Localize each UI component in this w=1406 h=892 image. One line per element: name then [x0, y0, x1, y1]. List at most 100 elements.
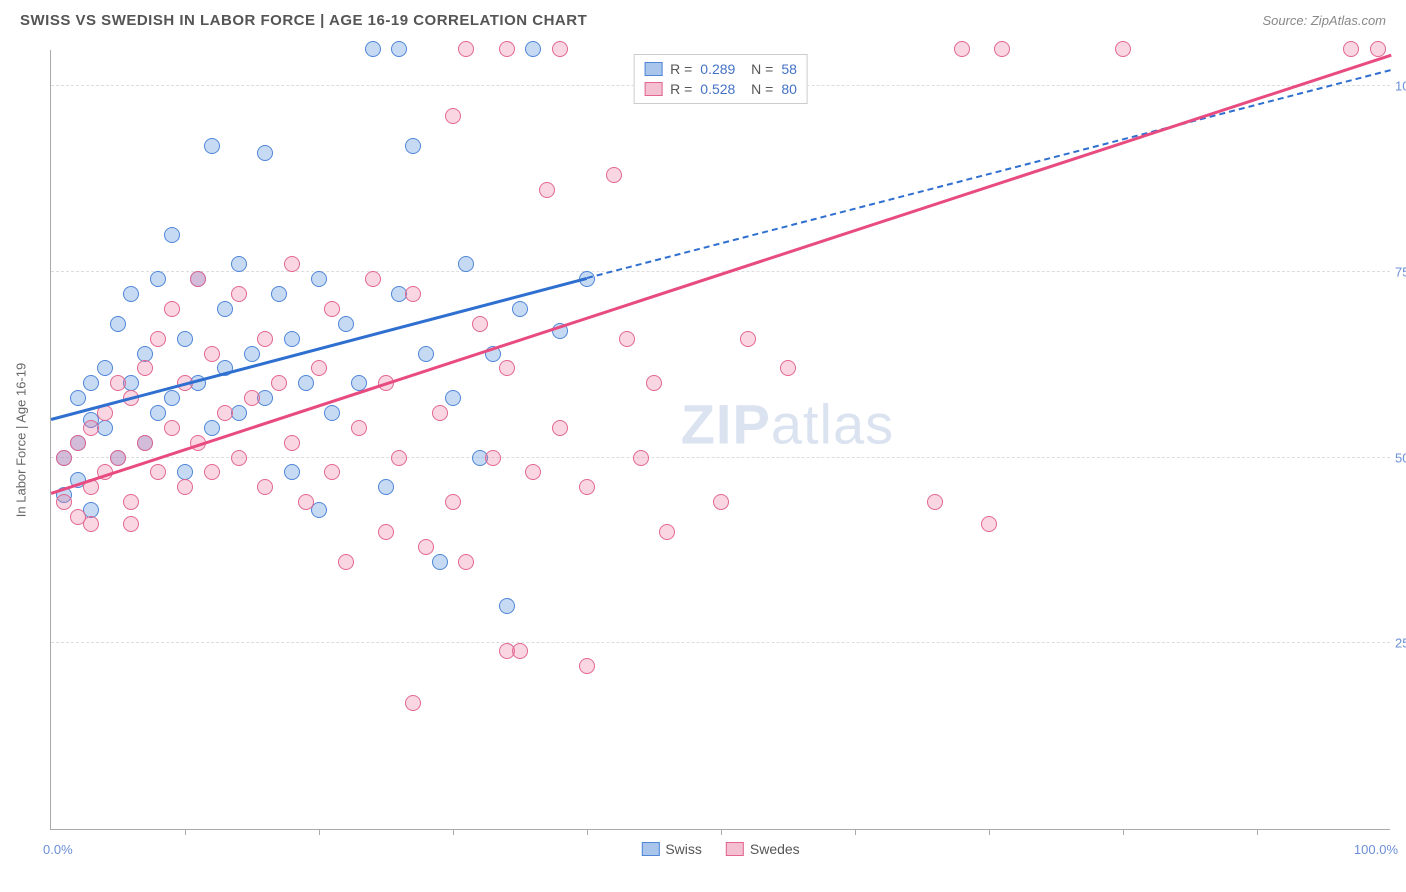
trend-line	[51, 54, 1392, 495]
scatter-point	[391, 450, 407, 466]
watermark: ZIPatlas	[681, 391, 894, 456]
scatter-point	[552, 420, 568, 436]
scatter-point	[324, 405, 340, 421]
scatter-point	[204, 420, 220, 436]
legend-row: R = 0.289 N = 58	[644, 59, 797, 79]
scatter-point	[217, 405, 233, 421]
legend-r-label: R =	[670, 61, 692, 77]
x-tick	[587, 829, 588, 835]
scatter-point	[231, 286, 247, 302]
y-tick-label: 50.0%	[1395, 450, 1406, 465]
scatter-point	[351, 420, 367, 436]
scatter-point	[150, 464, 166, 480]
source-label: Source: ZipAtlas.com	[1262, 13, 1386, 28]
scatter-point	[271, 375, 287, 391]
scatter-point	[164, 390, 180, 406]
scatter-point	[110, 450, 126, 466]
legend-label: Swiss	[665, 841, 702, 857]
legend-n-label: N =	[743, 61, 773, 77]
scatter-point	[458, 554, 474, 570]
scatter-point	[405, 286, 421, 302]
x-tick	[855, 829, 856, 835]
scatter-point	[1115, 41, 1131, 57]
scatter-point	[981, 516, 997, 532]
scatter-point	[458, 256, 474, 272]
scatter-point	[204, 346, 220, 362]
legend-label: Swedes	[750, 841, 800, 857]
scatter-point	[284, 256, 300, 272]
scatter-point	[123, 516, 139, 532]
scatter-point	[485, 450, 501, 466]
scatter-point	[445, 108, 461, 124]
scatter-point	[257, 479, 273, 495]
scatter-point	[552, 41, 568, 57]
scatter-point	[994, 41, 1010, 57]
series-legend: Swiss Swedes	[641, 841, 799, 857]
scatter-point	[56, 450, 72, 466]
scatter-point	[512, 301, 528, 317]
scatter-point	[83, 516, 99, 532]
scatter-point	[298, 375, 314, 391]
chart-plot-area: In Labor Force | Age 16-19 ZIPatlas 0.0%…	[50, 50, 1390, 830]
scatter-point	[418, 346, 434, 362]
scatter-point	[284, 464, 300, 480]
scatter-point	[499, 598, 515, 614]
scatter-point	[284, 331, 300, 347]
legend-swatch	[726, 842, 744, 856]
scatter-point	[659, 524, 675, 540]
scatter-point	[257, 145, 273, 161]
scatter-point	[927, 494, 943, 510]
scatter-point	[1343, 41, 1359, 57]
scatter-point	[150, 405, 166, 421]
scatter-point	[324, 301, 340, 317]
scatter-point	[499, 360, 515, 376]
scatter-point	[633, 450, 649, 466]
legend-swatch	[644, 82, 662, 96]
x-tick	[721, 829, 722, 835]
legend-swatch	[641, 842, 659, 856]
scatter-point	[83, 420, 99, 436]
y-tick-label: 75.0%	[1395, 264, 1406, 279]
scatter-point	[391, 41, 407, 57]
scatter-point	[56, 494, 72, 510]
scatter-point	[298, 494, 314, 510]
scatter-point	[257, 331, 273, 347]
scatter-point	[445, 494, 461, 510]
scatter-point	[432, 554, 448, 570]
scatter-point	[284, 435, 300, 451]
scatter-point	[499, 41, 515, 57]
gridline	[51, 457, 1390, 458]
scatter-point	[539, 182, 555, 198]
legend-row: R = 0.528 N = 80	[644, 79, 797, 99]
scatter-point	[525, 464, 541, 480]
scatter-point	[97, 360, 113, 376]
scatter-point	[579, 658, 595, 674]
scatter-point	[780, 360, 796, 376]
scatter-point	[70, 390, 86, 406]
scatter-point	[164, 301, 180, 317]
scatter-point	[231, 256, 247, 272]
legend-n-label: N =	[743, 81, 773, 97]
scatter-point	[150, 331, 166, 347]
scatter-point	[525, 41, 541, 57]
scatter-point	[311, 502, 327, 518]
scatter-point	[606, 167, 622, 183]
scatter-point	[70, 435, 86, 451]
scatter-point	[217, 301, 233, 317]
scatter-point	[365, 271, 381, 287]
scatter-point	[244, 346, 260, 362]
x-tick	[1123, 829, 1124, 835]
scatter-point	[954, 41, 970, 57]
scatter-point	[378, 524, 394, 540]
legend-r-value: 0.528	[700, 81, 735, 97]
y-axis-title: In Labor Force | Age 16-19	[14, 362, 29, 516]
legend-n-value: 80	[781, 81, 797, 97]
scatter-point	[190, 271, 206, 287]
scatter-point	[137, 346, 153, 362]
scatter-point	[244, 390, 260, 406]
scatter-point	[110, 316, 126, 332]
y-tick-label: 100.0%	[1395, 79, 1406, 94]
x-tick	[453, 829, 454, 835]
scatter-point	[579, 479, 595, 495]
scatter-point	[646, 375, 662, 391]
